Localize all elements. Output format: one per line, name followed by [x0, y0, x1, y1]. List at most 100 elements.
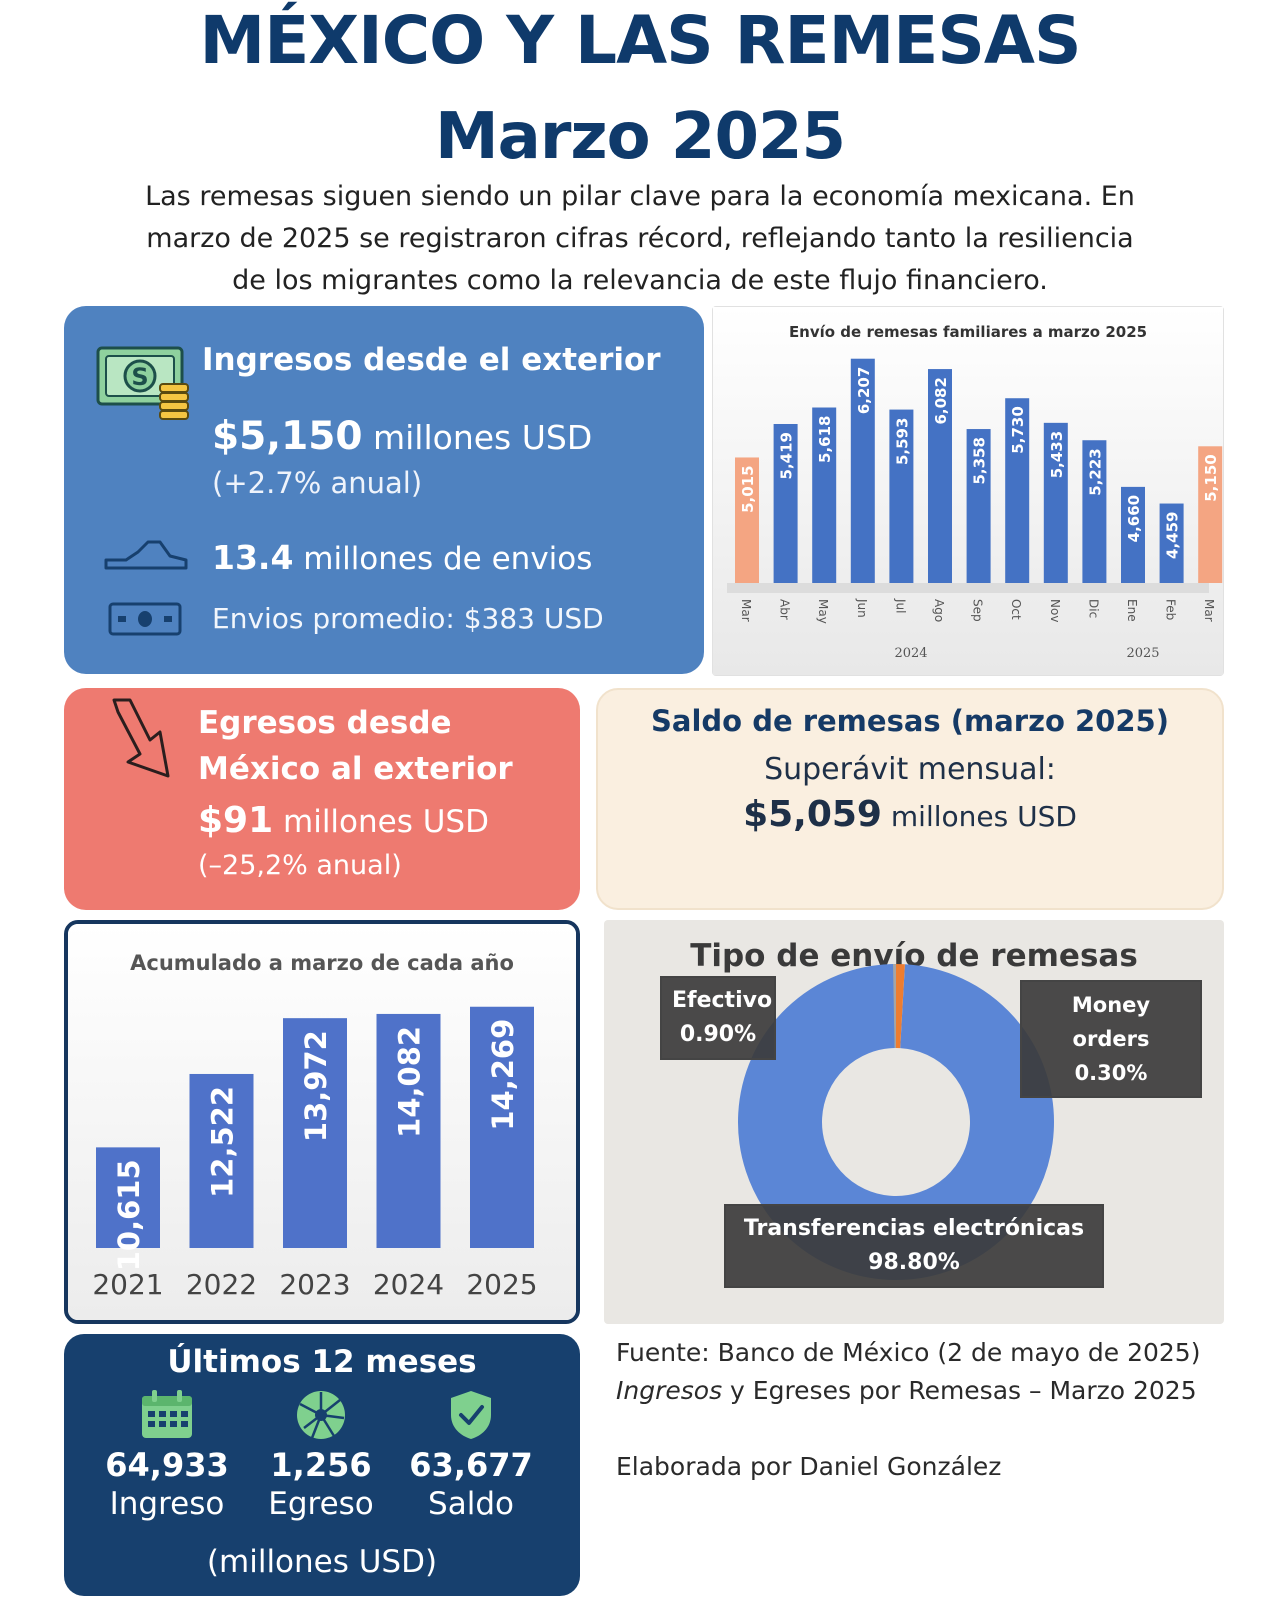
egresos-card: Egresos desde México al exterior $91 mil… — [64, 688, 580, 910]
annual-bar-value: 12,522 — [206, 1086, 240, 1198]
donut-label-transferencias: Transferencias electrónicas 98.80% — [724, 1204, 1104, 1288]
source-line: Fuente: Banco de México (2 de mayo de 20… — [616, 1338, 1201, 1367]
monthly-bar — [1121, 486, 1145, 583]
annual-accumulated-chart: Acumulado a marzo de cada año 10,615 2021… — [64, 920, 580, 1324]
monthly-bar — [1082, 440, 1107, 583]
monthly-bar-value: 6,207 — [855, 367, 873, 414]
ingresos-amount: $5,150 millones USD — [212, 414, 592, 459]
hand-icon — [104, 540, 188, 570]
donut-label-name: Transferencias electrónicas — [743, 1216, 1085, 1241]
annual-tick-label: 2025 — [466, 1268, 537, 1301]
source-report: Ingresos y Egreses por Remesas – Marzo 2… — [616, 1376, 1197, 1405]
last-12-months-unit: (millones USD) — [206, 1544, 438, 1580]
donut-label-name: Money orders — [1071, 993, 1151, 1051]
annual-bar-value: 14,269 — [486, 1019, 520, 1131]
ingresos-shipments: 13.4 millones de envios — [212, 538, 592, 577]
egreso-label: Egreso — [268, 1486, 374, 1522]
money-stack-icon: S — [96, 346, 189, 420]
ingresos-card: S Ingresos desde el exterior $5,150 mill… — [64, 306, 704, 674]
monthly-tick-label: Feb — [1164, 599, 1178, 620]
saldo-amount: $5,059 millones USD — [598, 794, 1222, 835]
annual-chart-svg: Acumulado a marzo de cada año 10,6152021… — [68, 924, 576, 1320]
monthly-bar — [1198, 446, 1223, 583]
ingresos-heading: Ingresos desde el exterior — [202, 342, 661, 378]
monthly-bar — [1159, 503, 1184, 583]
monthly-tick-label: Abr — [778, 599, 792, 620]
monthly-bar-value: 5,358 — [971, 437, 989, 484]
calendar-icon — [142, 1390, 192, 1438]
monthly-tick-label: Ene — [1125, 599, 1139, 622]
ingreso-value: 64,933 — [105, 1446, 229, 1484]
monthly-tick-label: Sep — [971, 599, 985, 622]
monthly-bar — [928, 369, 952, 583]
intro-line: marzo de 2025 se registraron cifras réco… — [146, 223, 1134, 254]
ingresos-amount-value: $5,150 — [212, 414, 363, 459]
page-subtitle: Marzo 2025 — [434, 100, 846, 174]
annual-tick-label: 2022 — [186, 1268, 257, 1301]
egreso-stat: 1,256 Egreso — [246, 1388, 396, 1522]
monthly-bar — [966, 429, 991, 583]
monthly-bar — [1005, 398, 1030, 583]
monthly-chart-floor — [727, 583, 1209, 593]
annual-bar-value: 10,615 — [112, 1159, 146, 1271]
saldo-stat: 63,677 Saldo — [396, 1388, 546, 1522]
intro-line: de los migrantes como la relevancia de e… — [232, 265, 1048, 296]
monthly-chart-svg: Envío de remesas familiares a marzo 2025… — [713, 307, 1223, 675]
egreso-value: 1,256 — [270, 1446, 372, 1484]
monthly-bar — [812, 407, 837, 583]
egresos-heading-line: México al exterior — [198, 751, 513, 787]
last-12-months-heading: Últimos 12 meses — [167, 1344, 477, 1380]
monthly-remittances-chart: Envío de remesas familiares a marzo 2025… — [712, 306, 1224, 676]
monthly-bar-value: 5,593 — [893, 418, 911, 465]
monthly-bar-value: 5,618 — [816, 416, 834, 463]
annual-bar — [96, 1147, 160, 1248]
donut-slice-efectivo — [738, 964, 1054, 1280]
donut-label-value: 0.90% — [679, 1022, 757, 1047]
egresos-amount: $91 millones USD — [198, 800, 489, 841]
page-title: MÉXICO Y LAS REMESAS — [199, 2, 1082, 79]
donut-label-value: 0.30% — [1074, 1061, 1148, 1085]
annual-bar — [189, 1073, 254, 1248]
egresos-amount-unit: millones USD — [273, 804, 489, 840]
monthly-bar — [889, 409, 914, 583]
monthly-tick-label: Dic — [1086, 599, 1100, 618]
intro-text: Las remesas siguen siendo un pilar clave… — [90, 176, 1190, 302]
ingresos-amount-unit: millones USD — [362, 418, 593, 457]
monthly-chart-title: Envío de remesas familiares a marzo 2025 — [789, 323, 1147, 341]
saldo-label: Saldo — [428, 1486, 514, 1522]
monthly-bar — [850, 358, 875, 583]
shield-check-icon — [451, 1391, 491, 1439]
monthly-tick-label: Mar — [739, 599, 753, 622]
monthly-bar-value: 5,433 — [1048, 431, 1066, 478]
donut-label-efectivo: Efectivo 0.90% — [660, 976, 776, 1060]
monthly-bar-value: 4,660 — [1125, 495, 1143, 542]
egresos-heading-line: Egresos desde — [198, 705, 452, 741]
monthly-bar-value: 6,082 — [932, 377, 950, 424]
saldo-subheading: Superávit mensual: — [764, 752, 1056, 787]
monthly-bar-value: 4,459 — [1164, 512, 1182, 559]
annual-bar — [376, 1013, 441, 1248]
year-label-2025: 2025 — [1126, 646, 1159, 661]
monthly-bar-value: 5,419 — [778, 432, 796, 479]
ingresos-average: Envios promedio: $383 USD — [212, 602, 604, 635]
monthly-tick-label: Ago — [932, 599, 946, 622]
monthly-bar-value: 5,223 — [1086, 448, 1104, 495]
saldo-amount-value: $5,059 — [743, 794, 882, 835]
monthly-tick-label: Jul — [893, 598, 907, 613]
source-report-italic: Ingresos — [616, 1376, 723, 1405]
monthly-tick-label: Jun — [855, 598, 869, 618]
annual-bar — [470, 1006, 534, 1248]
monthly-bar — [735, 457, 759, 583]
svg-text:S: S — [131, 363, 148, 391]
annual-tick-label: 2023 — [279, 1268, 350, 1301]
donut-label-money-orders: Money orders 0.30% — [1020, 980, 1202, 1098]
saldo-card: Saldo de remesas (marzo 2025) Superávit … — [596, 688, 1224, 910]
saldo-value: 63,677 — [409, 1446, 533, 1484]
remittance-type-chart: Tipo de envío de remesas Efectivo 0.90% … — [604, 920, 1224, 1324]
ingreso-label: Ingreso — [109, 1486, 225, 1522]
monthly-bar-value: 5,730 — [1009, 406, 1027, 453]
monthly-tick-label: Oct — [1009, 599, 1023, 620]
down-arrow-icon — [112, 698, 170, 778]
year-label-2024: 2024 — [894, 646, 927, 661]
banknote-icon — [108, 602, 182, 636]
